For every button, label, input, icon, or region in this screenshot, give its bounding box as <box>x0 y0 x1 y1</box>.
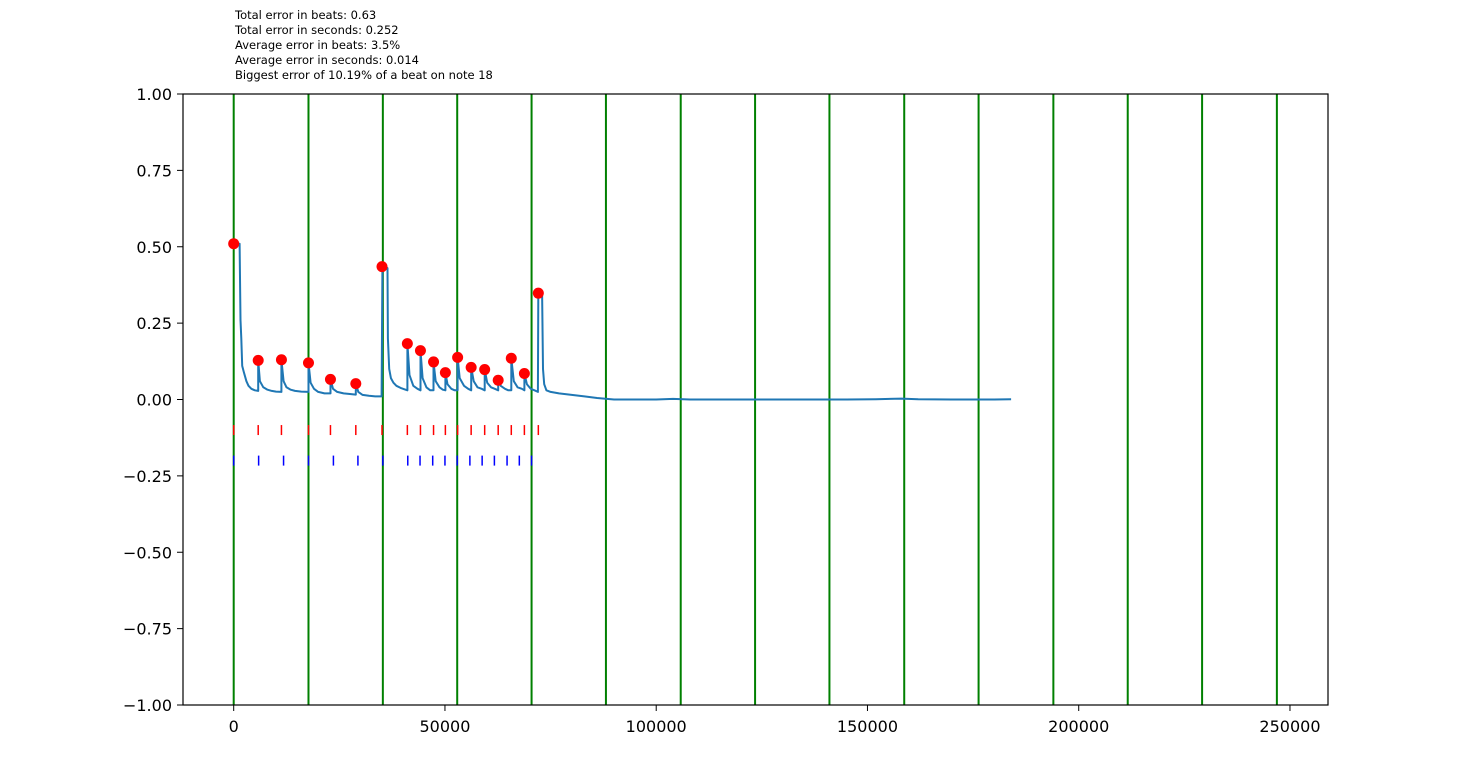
y-tick-label: −0.75 <box>123 620 172 639</box>
error-point <box>302 357 314 369</box>
error-curve <box>233 242 1012 401</box>
y-tick-label: 0.25 <box>136 314 172 333</box>
y-tick-label: −0.50 <box>123 543 172 562</box>
error-point <box>401 338 413 350</box>
error-point <box>376 261 388 273</box>
error-points <box>228 238 544 390</box>
error-point <box>439 367 451 379</box>
onset-ticks <box>232 425 540 466</box>
error-stats: Total error in beats: 0.63 Total error i… <box>235 8 493 83</box>
x-tick-label: 250000 <box>1259 717 1320 736</box>
x-tick-label: 150000 <box>837 717 898 736</box>
error-point <box>350 378 362 390</box>
error-point <box>505 352 517 364</box>
y-tick-label: 0.00 <box>136 391 172 410</box>
y-tick-label: −0.25 <box>123 467 172 486</box>
x-tick-label: 200000 <box>1048 717 1109 736</box>
error-point <box>465 361 477 373</box>
error-point <box>275 354 287 366</box>
error-point <box>492 374 504 386</box>
average-error-beats: Average error in beats: 3.5% <box>235 38 401 52</box>
error-point <box>414 345 426 357</box>
y-tick-label: 0.75 <box>136 161 172 180</box>
error-point <box>518 368 530 380</box>
error-point <box>228 238 240 250</box>
error-point <box>452 351 464 363</box>
error-curve-layer <box>233 242 1012 401</box>
x-tick-label: 0 <box>229 717 239 736</box>
x-tick-label: 100000 <box>626 717 687 736</box>
x-tick-label: 50000 <box>420 717 471 736</box>
y-tick-label: 0.50 <box>136 238 172 257</box>
error-point <box>479 364 491 376</box>
error-point <box>532 287 544 299</box>
error-point <box>324 373 336 385</box>
total-error-seconds: Total error in seconds: 0.252 <box>235 23 399 37</box>
y-tick-label: −1.00 <box>123 696 172 715</box>
average-error-seconds: Average error in seconds: 0.014 <box>235 53 419 67</box>
axes: −1.00 −0.75 −0.50 −0.25 0.00 0.25 0.50 0.75 1.00… <box>123 85 1321 736</box>
y-tick-label: 1.00 <box>136 85 172 104</box>
biggest-error: Biggest error of 10.19% of a beat on not… <box>235 68 493 82</box>
error-point <box>252 354 264 366</box>
total-error-beats: Total error in beats: 0.63 <box>235 8 377 22</box>
error-point <box>428 356 440 368</box>
